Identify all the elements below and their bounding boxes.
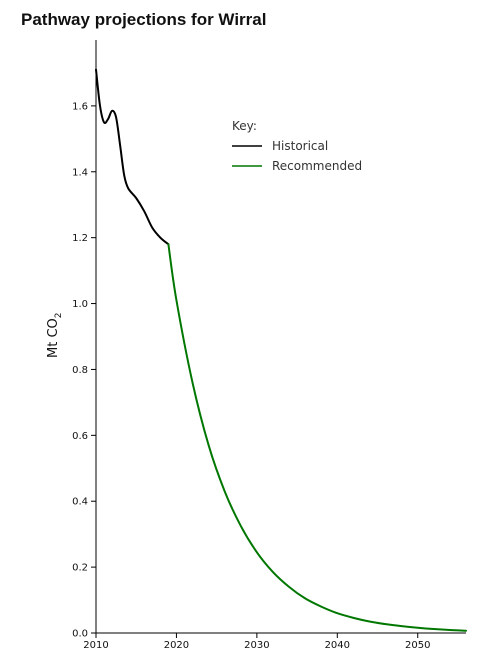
legend-label-historical: Historical — [272, 139, 328, 153]
y-tick-label: 1.4 — [72, 167, 88, 178]
legend: Key: Historical Recommended — [232, 119, 362, 173]
x-tick-label: 2050 — [405, 640, 430, 651]
x-tick-label: 2020 — [164, 640, 189, 651]
y-tick-label: 1.6 — [72, 101, 88, 112]
y-axis-title-subscript: 2 — [54, 313, 64, 319]
y-tick-label: 1.2 — [72, 233, 88, 244]
y-tick-label: 0.2 — [72, 563, 88, 574]
y-axis: 0.0 0.2 0.4 0.6 0.8 1.0 1.2 1.4 1.6 — [72, 40, 97, 640]
x-tick-label: 2040 — [325, 640, 350, 651]
y-axis-title-main: Mt CO — [46, 318, 61, 358]
y-axis-title: Mt CO2 — [46, 313, 64, 359]
series-line-historical — [95, 68, 170, 246]
x-tick-label: 2010 — [83, 640, 108, 651]
legend-label-recommended: Recommended — [272, 159, 362, 173]
legend-title: Key: — [232, 119, 257, 133]
y-tick-label: 1.0 — [72, 299, 88, 310]
series-layer — [95, 68, 467, 632]
x-tick-label: 2030 — [244, 640, 269, 651]
y-tick-label: 0.0 — [72, 629, 88, 640]
y-tick-label: 0.6 — [72, 431, 88, 442]
y-tick-label: 0.8 — [72, 365, 88, 376]
y-tick-label: 0.4 — [72, 497, 88, 508]
chart-title: Pathway projections for Wirral — [21, 10, 267, 29]
series-line-recommended — [167, 243, 467, 632]
x-axis: 2010 2020 2030 2040 2050 — [83, 632, 466, 651]
